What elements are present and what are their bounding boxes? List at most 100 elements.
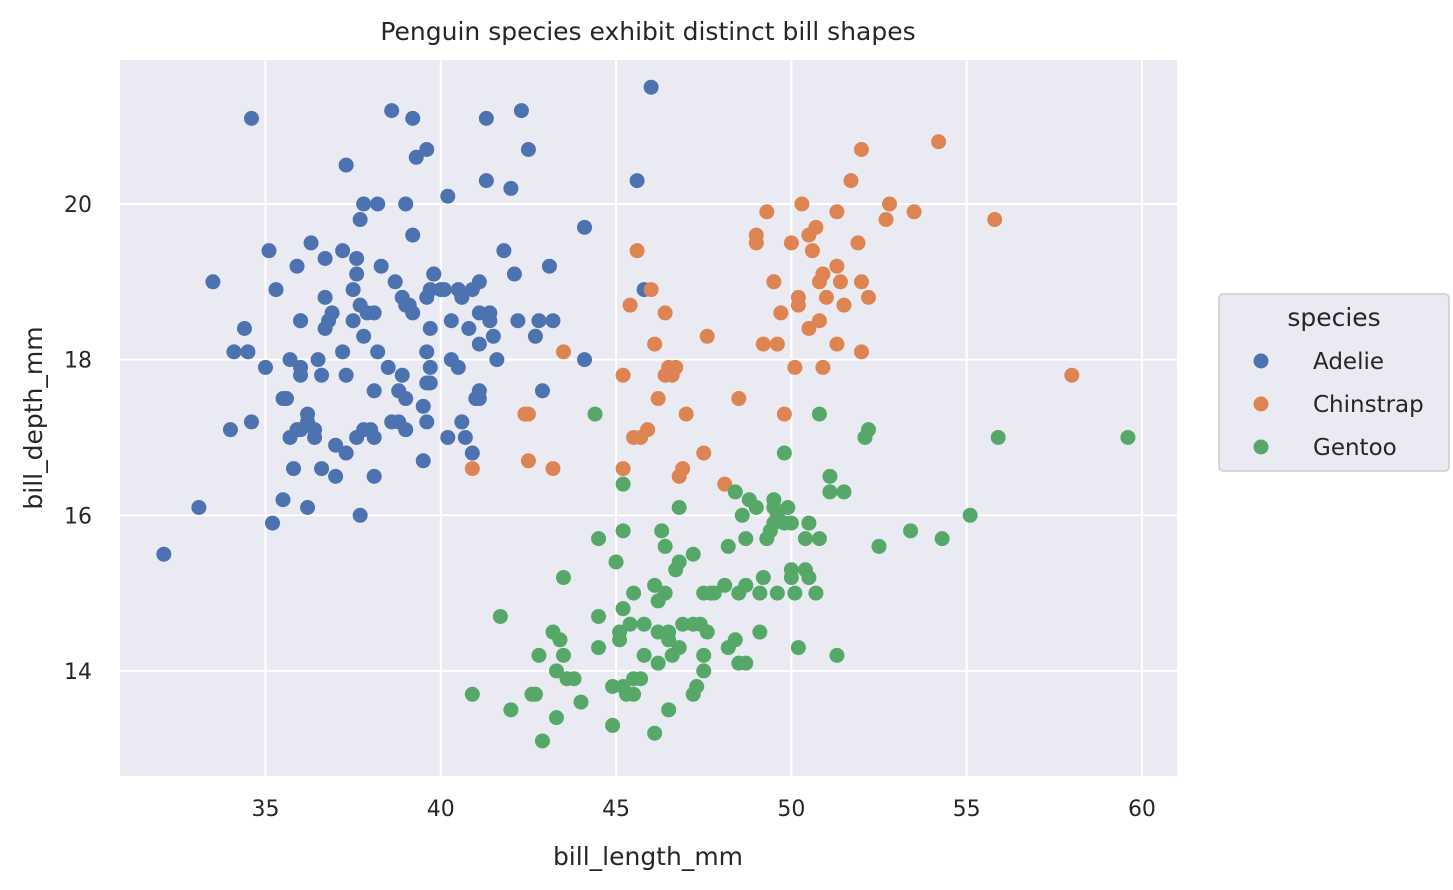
legend-marker-gentoo [1253,439,1269,455]
legend-marker-adelie [1253,353,1269,369]
data-point-gentoo [780,500,796,515]
data-point-adelie [236,321,252,336]
data-point-adelie [489,352,505,368]
data-point-chinstrap [755,336,771,352]
data-point-gentoo [696,647,712,663]
data-point-adelie [419,142,435,157]
data-point-adelie [513,103,529,119]
data-point-adelie [426,266,442,282]
x-tick-label: 40 [427,797,455,822]
data-point-chinstrap [773,305,789,321]
data-point-gentoo [836,484,852,500]
data-point-adelie [282,352,298,368]
data-point-adelie [261,243,277,259]
data-point-chinstrap [629,243,645,259]
legend-title: species [1287,303,1380,332]
data-point-adelie [440,429,456,445]
data-point-adelie [366,468,382,484]
data-point-chinstrap [931,134,947,150]
data-point-gentoo [738,655,754,671]
data-point-adelie [293,313,309,329]
data-point-adelie [422,282,438,298]
data-point-adelie [314,367,330,383]
data-point-adelie [345,282,361,298]
data-point-adelie [307,429,323,445]
data-point-gentoo [685,546,701,562]
data-point-adelie [464,445,480,461]
data-point-gentoo [527,686,543,702]
data-point-chinstrap [776,406,792,422]
data-point-adelie [398,391,414,407]
data-point-gentoo [647,577,663,593]
data-point-adelie [485,328,501,344]
data-point-chinstrap [731,391,747,407]
data-point-chinstrap [675,461,691,477]
data-point-gentoo [727,484,743,500]
data-point-adelie [545,313,561,329]
data-point-gentoo [661,632,677,648]
data-point-adelie [496,243,512,259]
data-point-gentoo [748,500,764,515]
data-point-adelie [503,180,519,196]
data-point-adelie [289,258,305,274]
data-point-gentoo [566,671,582,687]
y-axis-title: bill_depth_mm [19,326,48,509]
data-point-gentoo [903,523,919,539]
data-point-adelie [577,219,593,235]
data-point-adelie [422,375,438,391]
data-point-chinstrap [640,422,656,438]
chart-title: Penguin species exhibit distinct bill sh… [380,17,915,46]
data-point-adelie [643,79,659,95]
data-point-chinstrap [906,204,922,220]
data-point-adelie [419,344,435,360]
x-tick-label: 55 [953,797,981,822]
data-point-adelie [506,266,522,282]
data-point-adelie [471,305,487,321]
data-point-chinstrap [829,204,845,220]
data-point-gentoo [790,640,806,656]
data-point-chinstrap [555,344,571,360]
data-point-gentoo [503,702,519,718]
data-point-gentoo [738,531,754,547]
legend-label-chinstrap: Chinstrap [1313,392,1424,418]
data-point-chinstrap [882,196,898,212]
data-point-adelie [156,546,172,562]
data-point-adelie [268,282,284,298]
x-tick-label: 45 [602,797,630,822]
data-point-chinstrap [790,297,806,313]
data-point-chinstrap [853,142,869,157]
data-point-adelie [405,110,421,126]
data-point-chinstrap [804,243,820,259]
data-point-adelie [356,196,372,212]
data-point-adelie [279,391,295,407]
data-point-chinstrap [853,344,869,360]
data-point-chinstrap [860,289,876,305]
data-point-gentoo [752,624,768,640]
data-point-gentoo [591,531,607,547]
data-point-adelie [478,110,494,126]
data-point-adelie [363,422,379,438]
data-point-adelie [366,383,382,399]
data-point-gentoo [1120,429,1136,445]
data-point-gentoo [990,429,1006,445]
y-tick-label: 20 [64,193,92,218]
data-point-chinstrap [987,212,1003,228]
data-point-adelie [468,391,484,407]
data-point-adelie [286,461,302,477]
data-point-chinstrap [815,266,831,282]
data-point-adelie [373,258,389,274]
data-point-adelie [222,422,238,438]
data-point-gentoo [552,632,568,648]
data-point-adelie [408,149,424,165]
y-tick-label: 18 [64,349,92,374]
data-point-gentoo [801,570,817,586]
data-point-adelie [303,235,319,251]
data-point-adelie [338,367,354,383]
data-point-gentoo [573,694,589,710]
data-point-gentoo [706,585,722,601]
data-point-chinstrap [829,336,845,352]
x-tick-label: 35 [251,797,279,822]
data-point-adelie [335,344,351,360]
legend-box [1218,293,1450,472]
